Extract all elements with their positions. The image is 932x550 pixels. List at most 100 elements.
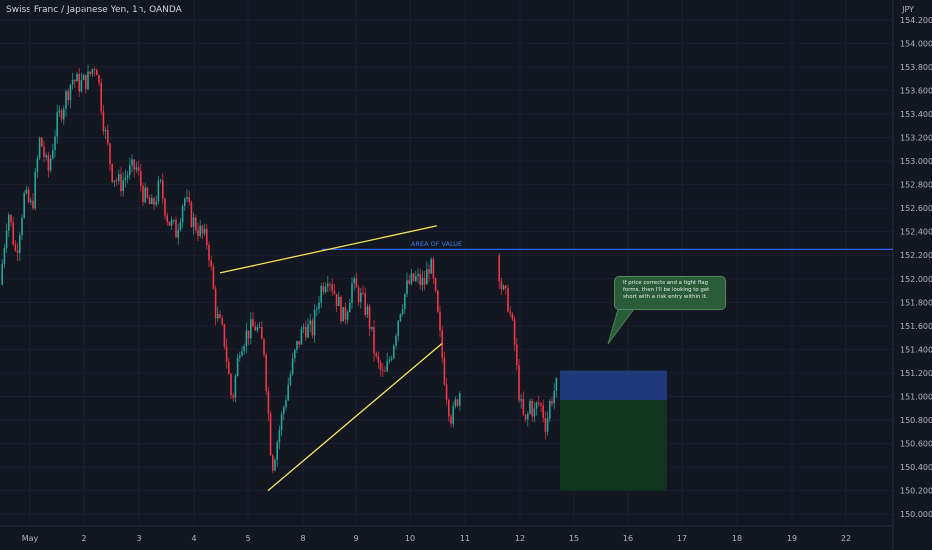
- candle-body: [329, 283, 331, 285]
- candle-body: [404, 293, 406, 310]
- candle-body: [122, 179, 124, 192]
- candle-body: [507, 287, 509, 312]
- candle-body: [340, 296, 342, 322]
- candle-body: [276, 442, 278, 460]
- y-tick-label: 152.000: [900, 275, 932, 284]
- x-tick-label: 11: [460, 534, 470, 543]
- candle-body: [135, 167, 138, 170]
- candle-body: [408, 280, 410, 284]
- candle-body: [54, 136, 56, 151]
- candle-body: [98, 75, 100, 83]
- x-axis: May 2 3 4 5 8 9 10 11 12 15 16 17 18 19 22: [22, 534, 851, 543]
- candle-body: [201, 225, 204, 234]
- candle-body: [252, 319, 254, 327]
- candle-body: [256, 327, 259, 331]
- candle-body: [335, 293, 338, 306]
- candle-body: [146, 187, 149, 198]
- candle-body: [120, 174, 122, 192]
- candle-body: [415, 276, 417, 281]
- y-tick-label: 154.000: [900, 39, 932, 48]
- y-tick-label: 150.600: [900, 440, 932, 449]
- take-profit-zone: [560, 400, 667, 491]
- candle-body: [500, 281, 503, 290]
- candle-body: [192, 217, 195, 227]
- candle-body: [327, 283, 329, 287]
- candle-body: [362, 292, 364, 294]
- candle-body: [109, 143, 111, 165]
- candle-body: [217, 314, 219, 319]
- candle-body: [234, 375, 237, 398]
- candle-body: [184, 198, 186, 206]
- candle-body: [393, 345, 395, 359]
- candle-body: [14, 244, 17, 251]
- y-tick-label: 153.400: [900, 110, 932, 119]
- candle-body: [357, 287, 360, 303]
- candle-body: [203, 228, 206, 234]
- candle-body: [177, 229, 179, 238]
- candle-body: [527, 413, 529, 420]
- candle-body: [245, 330, 248, 347]
- candle-body: [140, 171, 142, 186]
- candle-body: [199, 225, 201, 236]
- candle-body: [166, 215, 168, 222]
- candle-body: [456, 399, 459, 406]
- candle-body: [12, 222, 14, 245]
- candle-body: [386, 360, 388, 372]
- candle-body: [263, 339, 265, 355]
- candle-body: [320, 285, 322, 303]
- candle-body: [450, 416, 452, 424]
- y-tick-label: 153.600: [900, 86, 932, 95]
- candle-body: [228, 361, 230, 375]
- candle-body: [214, 288, 217, 319]
- x-tick-label: 10: [405, 534, 415, 543]
- candle-body: [360, 292, 362, 303]
- y-tick-label: 150.800: [900, 416, 932, 425]
- candle-body: [368, 306, 371, 329]
- candle-body: [186, 196, 188, 199]
- candle-body: [410, 273, 413, 284]
- upper-trendline: [219, 225, 438, 274]
- candle-body: [142, 185, 144, 203]
- candle-body: [56, 112, 58, 137]
- candle-body: [423, 278, 426, 285]
- candle-body: [173, 219, 175, 221]
- x-tick-label: 19: [787, 534, 797, 543]
- candle-body: [34, 171, 36, 209]
- candle-body: [162, 180, 164, 199]
- candle-body: [25, 189, 28, 194]
- candle-body: [346, 312, 349, 320]
- candle-body: [502, 285, 505, 290]
- candle-body: [412, 273, 415, 281]
- candle-body: [258, 326, 261, 328]
- candle-body: [91, 69, 94, 74]
- y-tick-label: 151.400: [900, 345, 932, 354]
- candle-body: [144, 187, 146, 203]
- x-tick-label: 4: [191, 534, 196, 543]
- candle-body: [401, 309, 404, 314]
- candle-body: [155, 201, 157, 205]
- candle-body: [74, 80, 76, 82]
- candle-body: [344, 307, 347, 320]
- candle-body: [445, 384, 448, 400]
- y-tick-label: 152.400: [900, 228, 932, 237]
- candle-body: [428, 269, 430, 274]
- candle-body: [399, 313, 402, 321]
- candle-body: [131, 159, 133, 166]
- candle-body: [76, 73, 78, 82]
- candle-body: [212, 266, 215, 289]
- candle-body: [269, 413, 272, 456]
- candle-body: [452, 406, 454, 424]
- trade-note-callout[interactable]: If price corrects and a tight flag forms…: [614, 276, 726, 310]
- candle-body: [283, 407, 285, 415]
- candle-body: [296, 341, 298, 350]
- candle-body: [430, 259, 432, 274]
- candle-body: [188, 196, 190, 203]
- candle-body: [379, 362, 382, 371]
- x-tick-label: 17: [677, 534, 687, 543]
- candle-body: [531, 400, 533, 417]
- x-tick-label: 8: [300, 534, 305, 543]
- candle-body: [67, 91, 69, 101]
- candle-body: [331, 284, 333, 291]
- candle-body: [89, 71, 91, 74]
